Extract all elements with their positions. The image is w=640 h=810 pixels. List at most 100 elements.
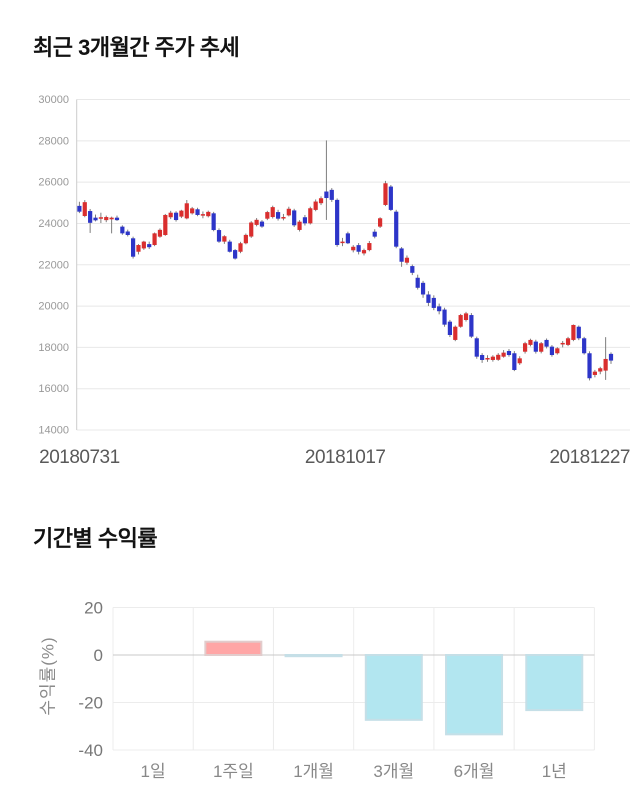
returns-bar-chart: 20 0 -20 -40 1일 1주일 1개월 3개월 6개월 1년 xyxy=(78,599,595,781)
candle xyxy=(442,309,447,325)
candle xyxy=(415,277,420,288)
price-y-tick: 30000 xyxy=(38,94,69,106)
candle xyxy=(168,212,173,218)
price-x-date-label: 20181227 xyxy=(549,447,630,468)
candle xyxy=(147,244,152,248)
returns-bars xyxy=(204,640,584,736)
candle xyxy=(608,353,614,361)
candle xyxy=(560,342,565,345)
price-grid xyxy=(76,99,630,431)
candle xyxy=(447,321,453,335)
candle xyxy=(544,339,549,347)
candle xyxy=(420,282,426,295)
candle xyxy=(517,358,522,364)
candle xyxy=(265,212,270,219)
candle xyxy=(275,212,281,219)
candle xyxy=(152,233,157,246)
candle xyxy=(437,306,442,312)
candle xyxy=(211,213,216,231)
candle xyxy=(254,219,259,225)
candle xyxy=(463,313,469,321)
candle xyxy=(378,218,383,227)
candle xyxy=(469,315,474,337)
candle xyxy=(361,250,367,254)
candle xyxy=(259,221,265,227)
candle xyxy=(399,248,404,262)
price-y-tick: 16000 xyxy=(38,383,69,395)
candle xyxy=(528,339,533,345)
returns-y-tick: 0 xyxy=(94,646,103,665)
candle xyxy=(302,217,308,224)
candle xyxy=(233,250,238,259)
candle xyxy=(598,368,603,372)
candle xyxy=(179,210,184,217)
candle xyxy=(130,238,136,257)
candle xyxy=(603,358,608,371)
candle xyxy=(501,352,506,357)
candle xyxy=(195,209,200,215)
candle xyxy=(270,207,275,218)
candle xyxy=(351,246,356,251)
candle xyxy=(356,245,361,252)
candle xyxy=(286,208,291,216)
candle xyxy=(281,217,286,219)
candle xyxy=(216,230,222,242)
candle xyxy=(587,353,592,379)
candle xyxy=(506,350,512,356)
return-bar-6개월 xyxy=(445,654,504,736)
price-x-date-label: 20181017 xyxy=(305,447,386,468)
returns-category-label: 6개월 xyxy=(454,762,495,781)
returns-chart-title: 기간별 수익률 xyxy=(33,526,158,551)
price-y-tick: 26000 xyxy=(38,177,69,189)
candle xyxy=(249,222,254,237)
candle xyxy=(453,326,458,340)
candle xyxy=(77,205,82,212)
returns-y-tick: -40 xyxy=(78,741,103,760)
candle xyxy=(549,346,555,356)
candle xyxy=(222,236,227,242)
candle xyxy=(490,356,495,360)
candle xyxy=(582,338,587,354)
candle xyxy=(82,202,87,217)
price-chart-title: 최근 3개월간 주가 추세 xyxy=(33,35,240,60)
candle xyxy=(308,208,313,224)
returns-grid xyxy=(112,607,595,751)
price-y-tick: 28000 xyxy=(38,135,69,147)
candle xyxy=(173,212,179,221)
returns-y-tick: -20 xyxy=(78,694,103,713)
candle xyxy=(512,353,517,370)
candle xyxy=(431,297,436,308)
return-bar-1개월 xyxy=(284,654,343,658)
candle xyxy=(522,343,528,352)
returns-category-label: 3개월 xyxy=(373,762,414,781)
price-y-tick: 18000 xyxy=(38,342,69,354)
candle xyxy=(238,243,243,252)
returns-category-label: 1주일 xyxy=(213,762,254,781)
candle xyxy=(458,315,463,327)
candle xyxy=(340,241,345,244)
candle xyxy=(292,210,297,226)
candle xyxy=(324,191,329,199)
candle xyxy=(120,226,125,234)
candle xyxy=(104,217,109,221)
candle xyxy=(141,241,146,249)
candle xyxy=(184,203,189,219)
candle xyxy=(388,186,393,210)
candles xyxy=(77,140,614,381)
candle xyxy=(410,266,415,273)
candle xyxy=(592,371,597,375)
candle xyxy=(345,233,350,244)
candle xyxy=(200,214,206,216)
candle xyxy=(125,231,130,236)
candle xyxy=(329,189,334,200)
candle xyxy=(157,229,163,237)
return-bar-1주일 xyxy=(204,640,263,656)
candle xyxy=(297,221,302,230)
candle xyxy=(114,217,120,221)
return-bar-3개월 xyxy=(364,654,423,721)
candle xyxy=(404,257,410,263)
price-candlestick-chart: 30000 28000 26000 24000 22000 20000 18000 16000… xyxy=(38,94,630,468)
price-y-tick: 24000 xyxy=(38,218,69,230)
candle xyxy=(367,243,372,251)
